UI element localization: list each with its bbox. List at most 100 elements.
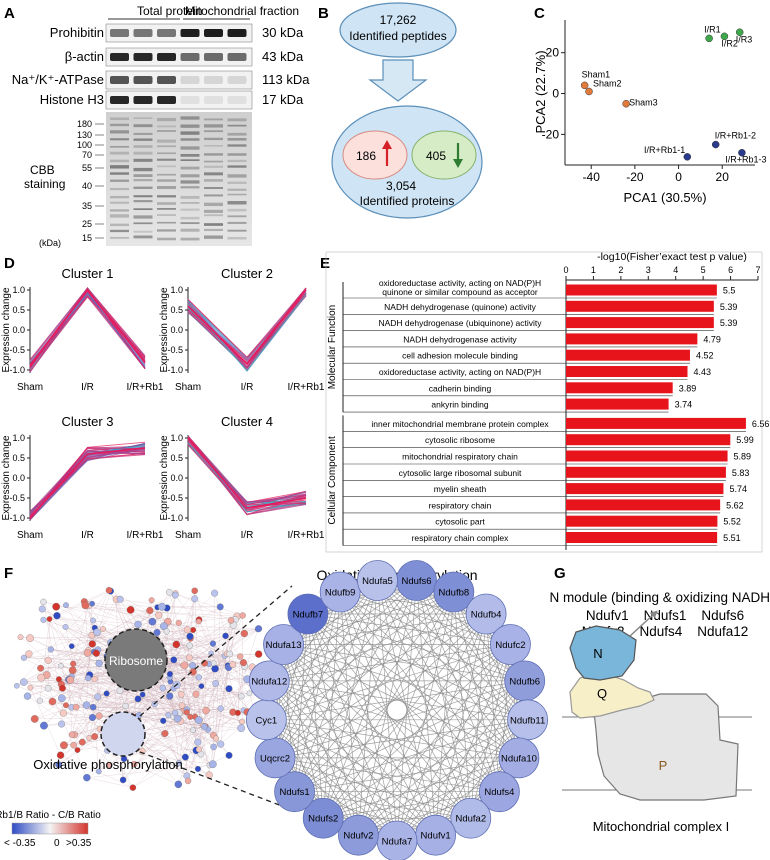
network-edge [88, 605, 236, 620]
blot-band [157, 96, 176, 104]
cluster-line [29, 289, 146, 373]
network-node [180, 661, 189, 670]
cbb-band [110, 236, 129, 239]
ring-edge [307, 613, 359, 836]
ring-node-circle [337, 814, 379, 856]
cluster-line [29, 287, 146, 368]
pca-x-tick-label: 0 [675, 170, 682, 184]
proteins-count: 3,054 [386, 179, 416, 193]
network-node [161, 730, 169, 737]
network-edge [43, 601, 64, 714]
pca-y-tick-label: 20 [546, 46, 560, 60]
network-node [91, 733, 99, 740]
blot-strip [105, 47, 253, 67]
ring-edge [266, 613, 487, 721]
network-node [100, 626, 106, 632]
go-bar [566, 450, 728, 462]
cbb-band [157, 117, 176, 122]
network-node [85, 675, 92, 682]
cbb-band [180, 208, 200, 211]
network-node [48, 697, 57, 706]
network-edge [29, 637, 118, 678]
ring-node-ndufa13: Ndufa13 [263, 624, 304, 665]
network-node [122, 702, 129, 710]
cluster-x-label: I/R [241, 530, 254, 541]
network-node [58, 720, 65, 728]
ring-edge [307, 613, 472, 819]
ring-edge [307, 613, 324, 819]
network-node [167, 671, 173, 677]
ring-node-label: Ndufb4 [471, 609, 502, 620]
network-node [93, 628, 101, 636]
ring-edge [323, 757, 520, 819]
network-edge [176, 598, 195, 645]
ring-edge [339, 591, 436, 836]
ring-edge [358, 580, 417, 836]
panel-label-d: D [4, 255, 15, 272]
cbb-band [157, 237, 176, 241]
cbb-band [227, 236, 247, 240]
ring-node-ndufb8: Ndufb8 [433, 571, 475, 613]
cbb-band [110, 214, 129, 218]
network-node [139, 691, 146, 698]
network-node [103, 690, 110, 697]
go-bar-value: 5.74 [729, 484, 747, 494]
network-node [202, 706, 210, 715]
cluster-line [29, 454, 146, 517]
cbb-band [204, 179, 223, 182]
cluster-line [187, 295, 307, 366]
blot-band [157, 53, 176, 61]
cbb-band [157, 130, 176, 132]
ring-node-label: Ndufc2 [495, 640, 525, 651]
cluster-line [187, 292, 307, 369]
go-bar [566, 382, 673, 394]
blot-band [110, 96, 129, 104]
network-node [134, 695, 142, 703]
legend-max: >0.35 [66, 838, 92, 849]
network-edge [82, 741, 179, 785]
network-node [72, 703, 80, 711]
cluster-line [187, 287, 307, 360]
cluster-y-tick-label: -1.0 [9, 513, 25, 523]
zoom-line-top [139, 585, 293, 717]
network-edge [77, 727, 242, 751]
network-node [191, 595, 199, 603]
pca-point-label: I/R1 [704, 24, 721, 34]
cbb-band [133, 200, 153, 203]
cbb-band [133, 145, 153, 148]
network-edge [187, 620, 232, 781]
ring-node-ndufc2: Ndufc2 [490, 624, 531, 665]
go-bar [566, 499, 721, 511]
ring-edge [274, 613, 487, 759]
cbb-band [133, 222, 153, 225]
network-node [25, 650, 33, 658]
ring-edge [294, 644, 511, 792]
go-x-tick-label: 0 [563, 265, 568, 275]
go-bar-value: 5.62 [726, 500, 744, 510]
ring-node-ndufs1: Ndufs1 [274, 771, 315, 813]
network-node [68, 643, 75, 649]
ring-edge [377, 580, 398, 842]
peptides-ellipse [339, 2, 457, 58]
ring-edge [294, 591, 341, 792]
ring-edge [283, 644, 359, 836]
legend-mid: 0 [54, 838, 60, 849]
cbb-band [133, 167, 153, 172]
cbb-band [227, 132, 247, 136]
cluster-line [29, 290, 146, 364]
panel-f-network: Ribosome Oxidative phosphorylation Oxida… [0, 560, 549, 860]
network-node [216, 603, 224, 611]
network-node [195, 674, 202, 681]
network-node [129, 784, 137, 791]
network-node [92, 649, 100, 657]
cbb-band [157, 208, 176, 210]
pca-point [738, 148, 746, 157]
cluster-y-tick-label: 0.0 [12, 473, 25, 483]
ring-node-label: Ndufs1 [280, 787, 310, 798]
pca-point-label: I/R+Rb1-1 [644, 145, 685, 155]
pca-xlabel: PCA1 (30.5%) [623, 190, 706, 205]
upregulated-ellipse [342, 130, 408, 180]
ring-node-label: Ndufb9 [325, 587, 356, 598]
